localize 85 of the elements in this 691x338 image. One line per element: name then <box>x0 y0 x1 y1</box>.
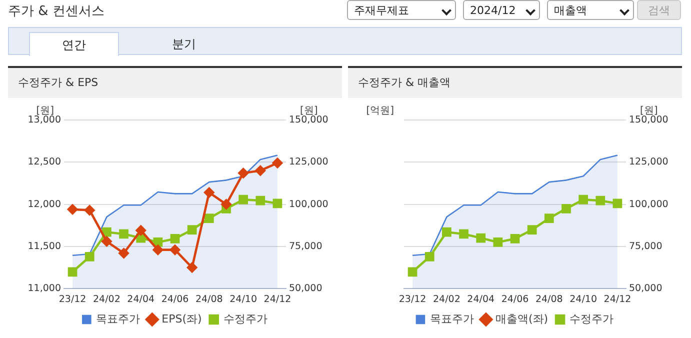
y2-tick-label: 100,000 <box>289 198 328 210</box>
y2-tick-label: 125,000 <box>289 156 328 168</box>
y2-tick-label: 125,000 <box>629 156 668 168</box>
legend-label: 수정주가 <box>223 312 268 326</box>
point <box>408 267 418 277</box>
x-tick-label: 24/02 <box>92 294 120 305</box>
legend-label: 수정주가 <box>570 312 614 326</box>
x-tick-label: 23/12 <box>398 294 426 305</box>
x-tick-label: 24/10 <box>570 294 598 305</box>
point <box>84 205 95 216</box>
point <box>187 225 197 234</box>
point <box>527 225 537 234</box>
y2-tick-label: 150,000 <box>629 114 668 126</box>
y-axis-title: [원] <box>36 106 54 117</box>
y-tick-label: 12,500 <box>28 156 61 168</box>
point <box>562 204 571 214</box>
x-tick-label: 24/02 <box>432 294 460 305</box>
point <box>152 244 164 255</box>
point <box>153 238 163 247</box>
point <box>68 267 78 277</box>
text: 매출액 <box>547 0 634 20</box>
point <box>136 225 146 236</box>
point <box>84 252 94 262</box>
point <box>578 194 588 204</box>
y2-tick-label: 75,000 <box>289 240 322 252</box>
point <box>238 194 248 204</box>
point <box>256 196 266 206</box>
point <box>118 248 129 258</box>
point <box>442 227 452 237</box>
point <box>119 229 128 239</box>
point <box>612 198 622 208</box>
point <box>544 214 554 223</box>
x-tick-label: 24/08 <box>535 294 563 305</box>
point <box>67 204 78 215</box>
point <box>186 262 198 273</box>
point <box>272 198 282 208</box>
point <box>493 238 503 247</box>
x-tick-label: 24/06 <box>501 294 529 305</box>
text: 2024/12 <box>463 0 540 20</box>
text: 연간 <box>29 32 119 56</box>
y-tick-label: 11,000 <box>28 283 61 294</box>
y2-axis-title: [원] <box>300 106 318 117</box>
y2-axis-title: [원] <box>640 106 658 117</box>
y-tick-label: 13,000 <box>28 114 61 126</box>
legend-label: 매출액(좌) <box>495 312 548 326</box>
point <box>102 236 112 247</box>
text: 주가 & 컨센서스 <box>8 3 104 20</box>
point <box>272 158 283 168</box>
point <box>102 227 112 237</box>
y2-tick-label: 75,000 <box>629 240 662 252</box>
text: 주재무제표 <box>347 0 456 20</box>
text: 검색 <box>637 0 681 20</box>
legend-label: 목표주가 <box>430 312 474 326</box>
point <box>204 187 214 198</box>
point <box>255 165 266 176</box>
text: 분기 <box>171 36 197 53</box>
point <box>424 252 434 262</box>
point <box>170 234 180 244</box>
point <box>204 214 214 223</box>
x-tick-label: 24/12 <box>264 294 292 305</box>
y2-tick-label: 100,000 <box>629 198 668 210</box>
point <box>459 229 468 239</box>
point <box>170 244 180 255</box>
x-tick-label: 24/04 <box>467 294 495 305</box>
y2-tick-label: 150,000 <box>289 114 328 126</box>
point <box>476 233 486 243</box>
x-tick-label: 24/08 <box>195 294 223 305</box>
y2-tick-label: 50,000 <box>629 283 662 294</box>
point <box>221 199 232 210</box>
chart-title: 수정주가 & EPS <box>8 68 342 98</box>
x-tick-label: 24/12 <box>604 294 632 305</box>
x-tick-label: 24/06 <box>161 294 189 305</box>
point <box>596 196 606 206</box>
chart-title: 수정주가 & 매출액 <box>348 68 682 98</box>
x-tick-label: 23/12 <box>58 294 86 305</box>
point <box>510 234 520 244</box>
x-tick-label: 24/04 <box>127 294 155 305</box>
y2-tick-label: 50,000 <box>289 283 322 294</box>
point <box>238 168 248 178</box>
legend-label: 목표주가 <box>96 312 140 326</box>
y-axis-title: [억원] <box>366 106 394 117</box>
y-tick-label: 12,000 <box>28 198 61 210</box>
y-tick-label: 11,500 <box>28 240 61 252</box>
x-tick-label: 24/10 <box>230 294 258 305</box>
legend-label: EPS(좌) <box>162 312 202 326</box>
